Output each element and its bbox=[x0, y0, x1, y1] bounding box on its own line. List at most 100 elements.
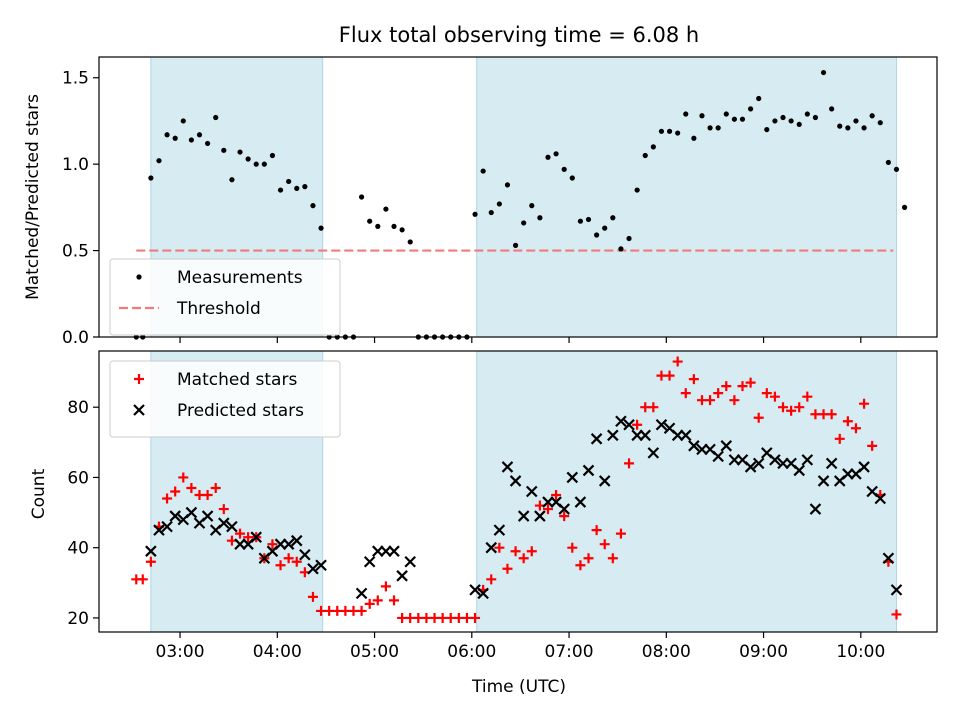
top-series-0-point-28 bbox=[358, 194, 365, 200]
bottom-series-1-point-21 bbox=[315, 559, 327, 572]
top-series-0-point-33 bbox=[399, 227, 405, 233]
top-series-0-point-46 bbox=[504, 182, 511, 188]
top-series-0-point-4 bbox=[164, 132, 170, 138]
bottom-series-0-point-83 bbox=[802, 391, 813, 402]
bottom-series-1-point-27 bbox=[396, 570, 408, 582]
bottom-y-tick-label-3: 80 bbox=[67, 398, 89, 418]
top-series-0-point-55 bbox=[577, 218, 584, 224]
bottom-series-1-point-1 bbox=[153, 524, 165, 536]
bottom-series-0-point-28 bbox=[356, 605, 367, 616]
bottom-series-0-point-87 bbox=[834, 433, 845, 444]
top-series-0-point-6 bbox=[180, 118, 186, 124]
top-series-0-point-17 bbox=[269, 152, 276, 159]
top-legend: Measurements Threshold bbox=[109, 258, 341, 336]
bottom-series-0-point-74 bbox=[729, 395, 740, 406]
bottom-series-1-point-32 bbox=[493, 524, 506, 536]
top-series-0-point-79 bbox=[772, 118, 778, 124]
x-tick-label-3: 06:00 bbox=[447, 642, 496, 662]
bottom-series-1-point-63 bbox=[744, 461, 757, 473]
top-series-0-point-82 bbox=[796, 121, 802, 128]
bottom-legend: Matched stars Predicted stars bbox=[109, 360, 341, 438]
bottom-series-0-point-77 bbox=[753, 412, 764, 423]
bottom-series-0-point-89 bbox=[850, 423, 861, 434]
x-axis-label: Time (UTC) bbox=[471, 677, 566, 697]
top-panel: 0.0 0.5 1.0 1.5 Measurements Threshold bbox=[62, 56, 938, 348]
bottom-series-0-point-91 bbox=[867, 440, 878, 451]
top-axes-frame bbox=[98, 56, 938, 338]
top-series-0-point-95 bbox=[901, 204, 908, 210]
bottom-series-0-point-2 bbox=[145, 556, 156, 567]
bottom-y-tick-label-1: 40 bbox=[67, 539, 89, 559]
bottom-series-0-point-86 bbox=[826, 409, 837, 420]
bottom-series-0-point-88 bbox=[842, 416, 853, 427]
bottom-series-1-point-43 bbox=[582, 464, 595, 477]
bottom-series-1-point-81 bbox=[890, 584, 903, 596]
top-series-0-point-12 bbox=[229, 177, 235, 183]
top-series-0-point-32 bbox=[391, 223, 397, 229]
top-series-0-point-13 bbox=[237, 149, 243, 155]
bottom-series-1-point-71 bbox=[809, 503, 822, 515]
top-shaded-interval-1 bbox=[476, 56, 897, 338]
bottom-series-1-point-18 bbox=[290, 534, 303, 547]
top-series-0-point-7 bbox=[188, 137, 194, 143]
bottom-series-0-point-47 bbox=[510, 546, 521, 557]
top-series-0-point-65 bbox=[658, 128, 665, 134]
bottom-series-0-point-56 bbox=[583, 553, 594, 564]
top-y-axis-label: Matched/Predicted stars bbox=[23, 94, 43, 300]
bottom-series-1-point-26 bbox=[388, 545, 400, 557]
top-series-0-point-3 bbox=[156, 158, 162, 164]
x-tick-label-5: 08:00 bbox=[642, 642, 691, 662]
bottom-series-1-point-60 bbox=[720, 440, 733, 452]
top-series-0-point-59 bbox=[610, 215, 616, 221]
bottom-series-1-point-22 bbox=[355, 587, 368, 600]
top-series-0-point-57 bbox=[594, 232, 600, 238]
top-series-0-point-81 bbox=[788, 118, 794, 124]
bottom-series-0-point-6 bbox=[178, 472, 189, 483]
bottom-series-1-point-23 bbox=[363, 555, 376, 568]
top-series-0-point-8 bbox=[196, 132, 203, 138]
bottom-series-1-point-19 bbox=[299, 548, 311, 561]
top-series-0-point-54 bbox=[569, 175, 575, 181]
top-series-0-point-56 bbox=[585, 216, 592, 223]
top-series-0-point-68 bbox=[683, 111, 689, 117]
bottom-series-1-point-59 bbox=[712, 450, 724, 463]
top-series-0-point-93 bbox=[885, 159, 891, 166]
bottom-series-1-point-34 bbox=[509, 475, 522, 487]
top-series-0-point-42 bbox=[472, 211, 478, 217]
top-y-tick-label-0: 0.0 bbox=[62, 328, 89, 348]
bottom-legend-marker-0 bbox=[134, 374, 144, 384]
x-tick-label-6: 09:00 bbox=[739, 642, 788, 662]
top-series-0-point-78 bbox=[764, 126, 770, 133]
top-series-0-point-69 bbox=[691, 135, 697, 141]
top-series-0-point-15 bbox=[253, 161, 259, 167]
bottom-series-0-point-53 bbox=[559, 511, 570, 522]
bottom-series-1-point-45 bbox=[598, 475, 611, 487]
bottom-series-0-point-48 bbox=[518, 553, 529, 564]
bottom-y-tick-label-2: 60 bbox=[67, 468, 89, 488]
x-tick-label-4: 07:00 bbox=[545, 642, 594, 662]
bottom-series-1-point-5 bbox=[185, 506, 198, 519]
bottom-series-1-point-2 bbox=[161, 520, 173, 533]
bottom-series-0-point-31 bbox=[380, 581, 391, 592]
top-series-0-point-66 bbox=[666, 128, 673, 134]
bottom-series-1-point-64 bbox=[752, 457, 765, 470]
bottom-series-0-point-80 bbox=[778, 402, 789, 413]
bottom-legend-box bbox=[109, 360, 341, 438]
bottom-series-0-point-71 bbox=[705, 395, 716, 406]
bottom-series-1-point-70 bbox=[801, 454, 814, 466]
top-series-0-point-63 bbox=[642, 152, 648, 159]
top-series-0-point-20 bbox=[294, 185, 300, 191]
bottom-series-0-point-62 bbox=[632, 419, 643, 430]
bottom-series-0-point-20 bbox=[291, 556, 302, 567]
bottom-series-1-point-79 bbox=[874, 492, 887, 505]
bottom-series-0-point-11 bbox=[218, 504, 229, 515]
bottom-series-0-point-18 bbox=[275, 560, 286, 571]
bottom-series-0-point-90 bbox=[859, 398, 870, 409]
bottom-series-1-point-50 bbox=[639, 429, 652, 442]
top-series-0-point-94 bbox=[893, 166, 900, 172]
top-series-0-point-52 bbox=[553, 151, 559, 157]
bottom-series-0-point-7 bbox=[186, 482, 197, 493]
bottom-series-1-point-13 bbox=[250, 531, 263, 543]
bottom-series-0-point-79 bbox=[769, 391, 780, 402]
bottom-series-1-point-20 bbox=[307, 562, 319, 575]
